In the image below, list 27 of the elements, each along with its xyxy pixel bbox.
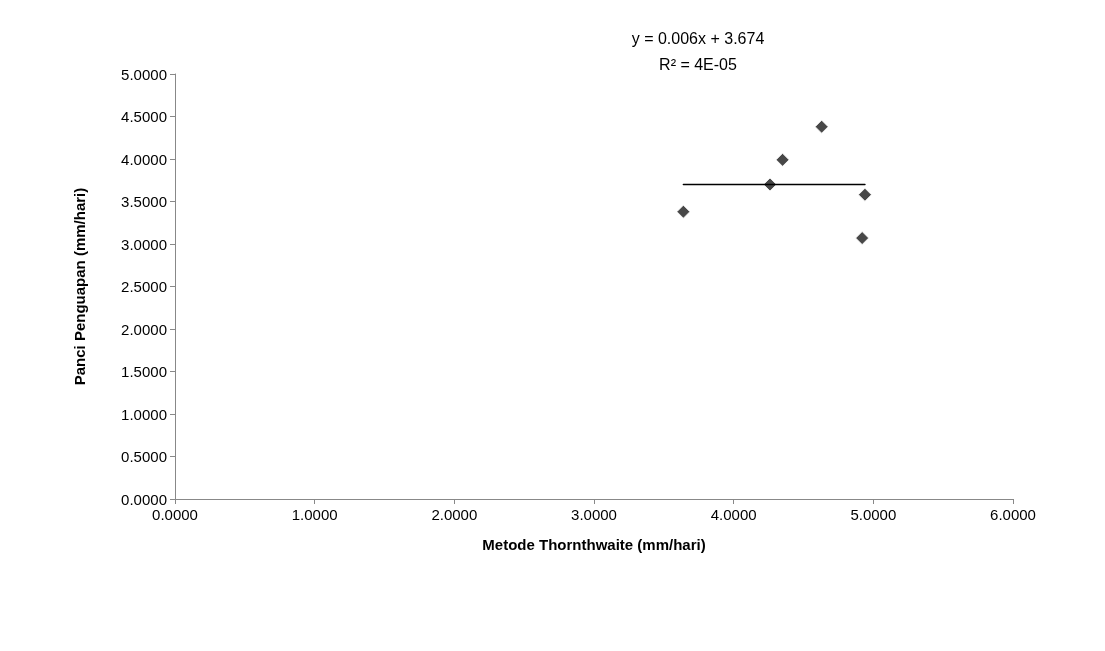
text: y = 0.006x + 3.674 (631, 29, 765, 47)
y-tick-label: 1.0000 (121, 405, 167, 423)
x-axis-title: Metode Thornthwaite (mm/hari) (482, 536, 706, 553)
x-tick-label: 1.0000 (291, 506, 338, 523)
point (855, 231, 870, 246)
y-tick-label: 4.5000 (121, 108, 167, 125)
x-tick-label: 2.0000 (431, 506, 478, 523)
x-tick-label: 3.0000 (571, 506, 617, 523)
x-tick-label: 5.0000 (850, 506, 897, 523)
y-tick-label: 0.0000 (121, 490, 167, 508)
y-tick-label: 3.5000 (121, 193, 167, 210)
text: R² = 4E-05 (659, 55, 738, 73)
point (814, 119, 829, 134)
x-tick-label: 0.0000 (152, 506, 198, 523)
y-tick-label: 5.0000 (121, 65, 167, 83)
y-tick-label: 3.0000 (121, 235, 167, 253)
y-axis-title: Panci Penguapan (mm/hari) (71, 187, 88, 386)
point (676, 204, 691, 219)
point (775, 152, 790, 167)
x-tick-label: 6.0000 (990, 506, 1036, 523)
y-tick-label: 0.5000 (121, 448, 167, 465)
y-tick-label: 1.5000 (121, 363, 167, 380)
y-tick-label: 2.5000 (121, 278, 167, 295)
y-tick-label: 4.0000 (121, 150, 167, 168)
x-tick-label: 4.0000 (710, 506, 757, 523)
y-tick-label: 2.0000 (121, 320, 167, 338)
point (857, 187, 872, 202)
